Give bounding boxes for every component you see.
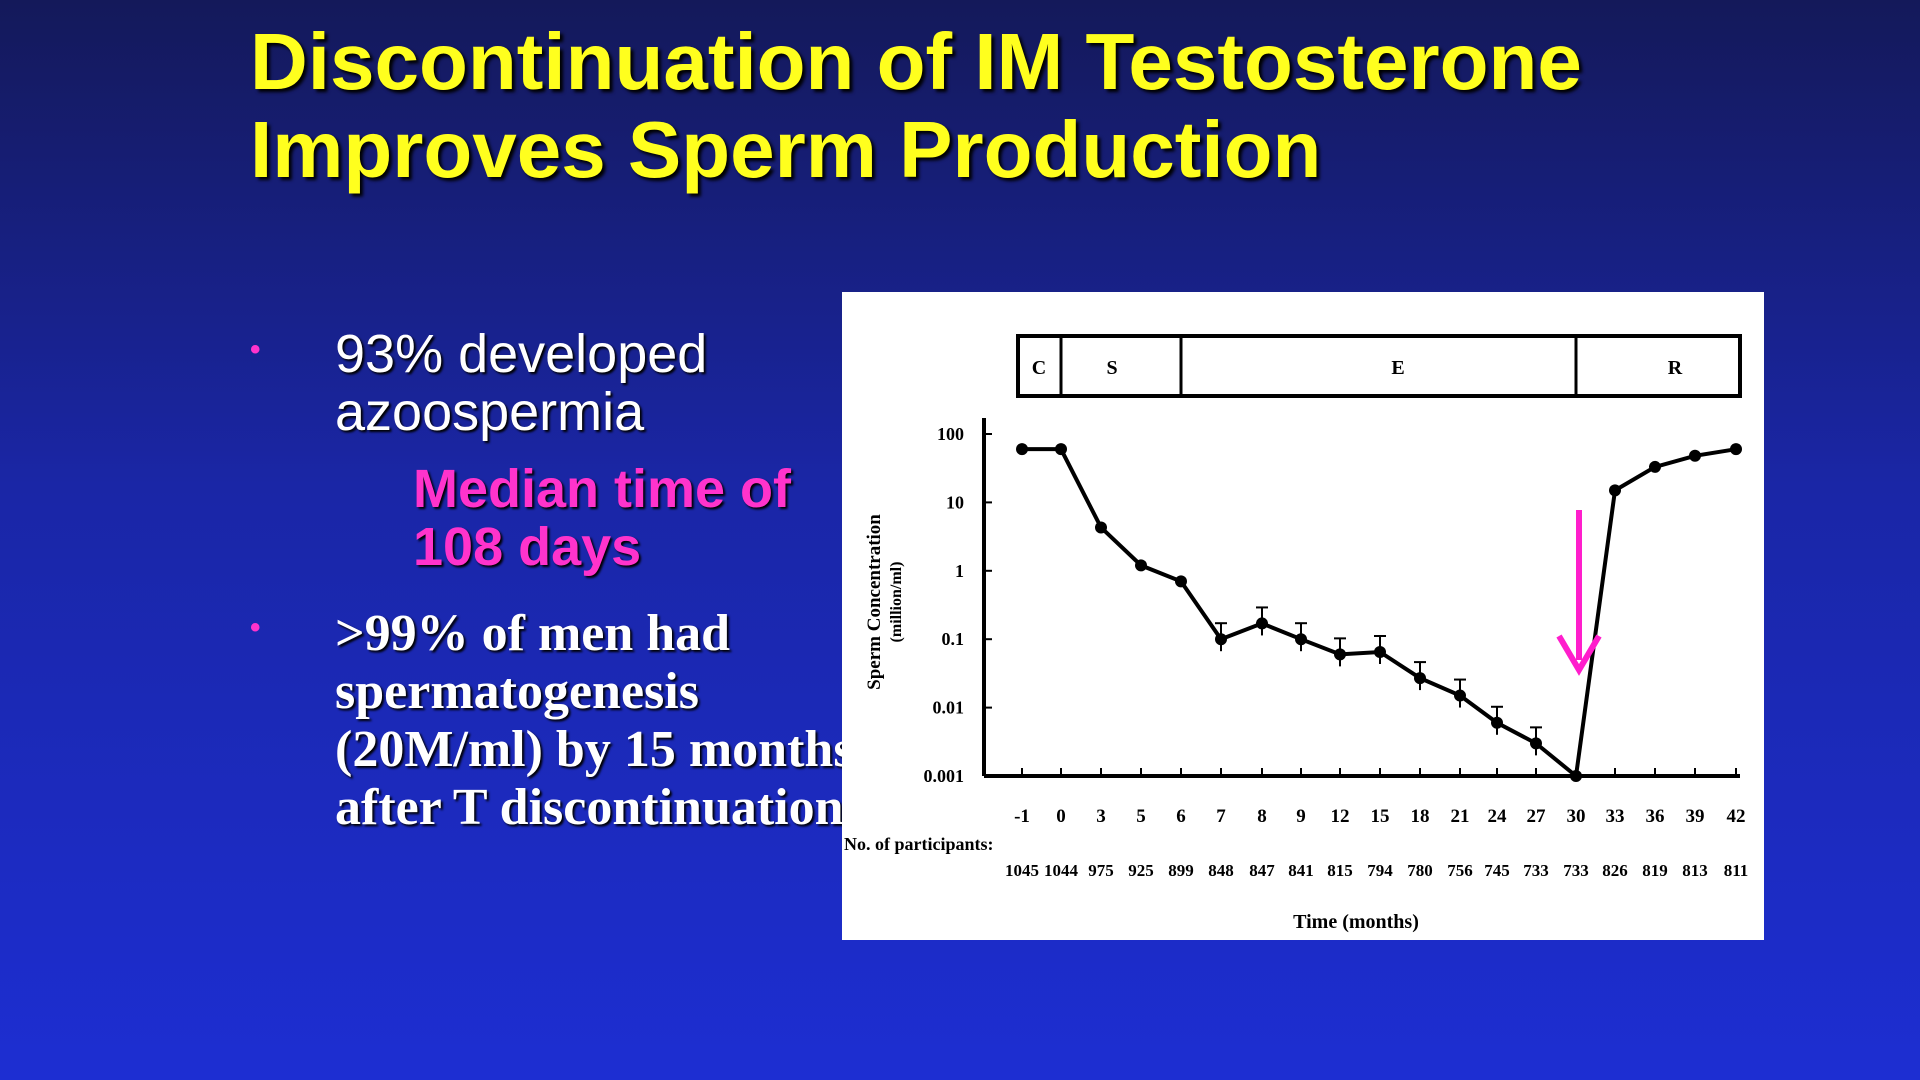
series-line [1022,447,1737,780]
phase-box [1016,334,1742,398]
y-tick-label: 0.1 [942,629,965,649]
data-point [1689,449,1701,462]
x-tick-label: 21 [1451,806,1470,827]
data-point [1491,716,1503,729]
x-tick-label: 36 [1646,806,1665,827]
x-tick-label: 27 [1527,806,1547,827]
participant-count: 811 [1724,861,1749,880]
y-axis-label: Sperm Concentration [864,514,885,690]
bullet-1-marker: • [250,333,261,366]
phase-label-e: E [1391,357,1404,379]
data-point [1135,559,1147,572]
x-tick-label: 18 [1411,806,1430,827]
bullet-1-subtext: Median time of 108 days [413,459,792,577]
data-point [1414,672,1426,685]
data-point [1334,648,1346,661]
participant-count: 815 [1327,861,1353,880]
participant-count: 975 [1088,861,1114,880]
participants-label: No. of participants: [844,834,994,854]
participant-count: 899 [1168,861,1194,880]
x-axis-label: Time (months) [1293,911,1419,933]
y-tick-label: 1 [955,561,964,581]
bullet-1-text: 93% developed azoospermia [335,324,708,442]
title-line-1: Discontinuation of IM Testosterone [250,17,1582,106]
y-tick-label: 10 [946,492,964,512]
data-point [1016,443,1028,456]
x-tick-label: 15 [1371,806,1390,827]
data-point [1175,575,1187,588]
participant-count: 745 [1484,861,1510,880]
data-point [1649,460,1661,473]
data-point [1055,443,1067,456]
y-tick-label: 100 [937,424,964,444]
x-tick-label: 8 [1257,806,1267,827]
data-point [1454,689,1466,702]
x-tick-label: 24 [1488,806,1508,827]
participant-count: 1044 [1044,861,1079,880]
bullet-2-text: >99% of men had spermatogenesis (20M/ml)… [335,605,854,836]
phase-label-s: S [1106,357,1117,379]
participant-count: 756 [1447,861,1473,880]
participant-count: 733 [1523,861,1549,880]
participant-count: 847 [1249,861,1275,880]
phase-label-r: R [1668,357,1683,379]
participant-count: 794 [1367,861,1393,880]
x-tick-label: 42 [1727,806,1746,827]
x-tick-label: 9 [1296,806,1306,827]
x-tick-label: 39 [1686,806,1705,827]
participant-count: 813 [1682,861,1708,880]
bullet-2-marker: • [250,611,261,644]
participant-count: 733 [1563,861,1589,880]
data-point [1256,617,1268,630]
x-tick-label: -1 [1014,806,1030,827]
x-tick-label: 12 [1331,806,1350,827]
participant-count: 819 [1642,861,1668,880]
data-point [1295,633,1307,646]
x-tick-label: 0 [1056,806,1066,827]
data-point [1215,633,1227,646]
participant-count: 841 [1288,861,1314,880]
arrow-head [1556,634,1602,676]
x-tick-label: 7 [1216,806,1226,827]
data-point [1730,443,1742,456]
chart-panel: C S E R 100 10 1 0.1 0.01 0.001 -1 1045 0 1044 3 975 5 92… [842,292,1764,940]
data-point [1609,484,1621,497]
data-point [1530,737,1542,750]
participant-count: 1045 [1005,861,1039,880]
participant-count: 780 [1407,861,1433,880]
slide-title: Discontinuation of IM Testosterone Impro… [250,18,1750,194]
data-point [1570,770,1582,782]
x-tick-label: 30 [1567,806,1586,827]
y-tick-label: 0.001 [924,766,965,786]
y-tick-label: 0.01 [933,698,965,718]
participant-count: 925 [1128,861,1154,880]
participant-count: 848 [1208,861,1234,880]
data-point [1095,521,1107,534]
data-point [1374,645,1386,658]
x-tick-label: 6 [1176,806,1186,827]
x-tick-label: 5 [1136,806,1146,827]
phase-label-c: C [1032,357,1046,379]
title-line-2: Improves Sperm Production [250,105,1322,194]
x-tick-label: 3 [1096,806,1106,827]
sperm-concentration-chart: C S E R1001010.10.010.001-11045010443975592… [844,334,1749,933]
x-tick-label: 33 [1606,806,1625,827]
y-axis-units: (million/ml) [888,562,905,643]
participant-count: 826 [1602,861,1628,880]
